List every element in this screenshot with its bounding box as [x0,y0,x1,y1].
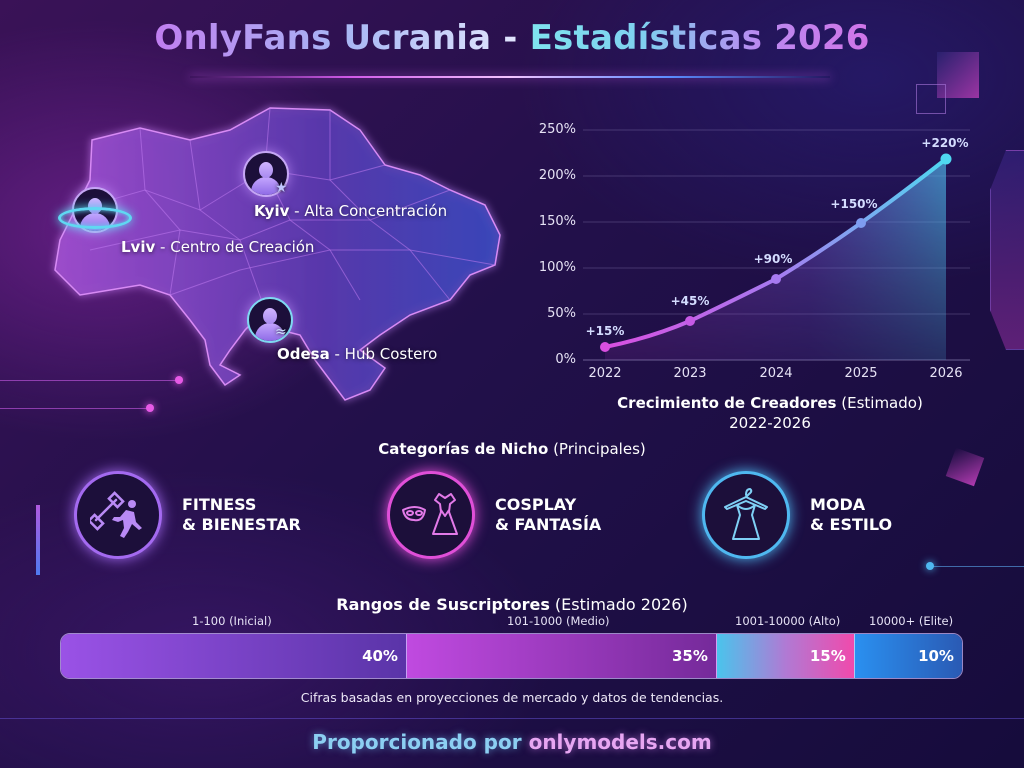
title-part-2: Estadísticas 2026 [529,18,870,58]
chart-title: Crecimiento de Creadores (Estimado) 2022… [617,394,923,432]
decor-circuit-line [930,566,1024,567]
data-label: +45% [670,294,710,308]
x-tick: 2025 [844,366,878,381]
credit-link[interactable]: onlymodels.com [528,730,712,754]
title-underline [190,76,830,78]
lviv-label: Lviv - Centro de Creación [121,238,315,256]
mask-costume-icon [387,471,475,559]
data-label: +150% [830,197,878,211]
title-part-1: OnlyFans Ucrania - [154,18,530,58]
decor-circuit-line [0,380,178,381]
ring-icon [58,207,132,229]
category-label: MODA & ESTILO [810,495,893,534]
decor-hexagon-right [990,150,1024,350]
x-tick: 2024 [759,366,793,381]
ukraine-map [30,100,530,420]
kyiv-marker[interactable] [243,151,289,197]
credit-line: Proporcionado por onlymodels.com [0,730,1024,754]
categories-title: Categorías de Nicho (Principales) [378,440,646,458]
y-tick: 150% [538,214,576,229]
y-tick: 50% [547,306,576,321]
data-label: +15% [585,324,625,338]
odesa-label: Odesa - Hub Costero [277,345,438,363]
decor-square-outline [916,84,946,114]
decor-circuit-dot [146,404,154,412]
y-tick: 100% [538,260,576,275]
decor-circuit-dot [926,562,934,570]
star-icon: ★ [275,180,288,196]
decor-circuit-line [0,718,1024,719]
dumbbell-runner-icon [74,471,162,559]
x-tick: 2023 [673,366,707,381]
kyiv-label: Kyiv - Alta Concentración [254,202,448,220]
subscribers-title: Rangos de Suscriptores (Estimado 2026) [336,595,688,614]
odesa-marker[interactable] [247,297,293,343]
category-label: COSPLAY & FANTASÍA [495,495,602,534]
growth-chart-plot [583,129,970,361]
ukraine-map-shape [54,107,501,401]
subscriber-ranges-bar: 40% 35% 15% 10% [60,633,963,679]
growth-chart: 250% 200% 150% 100% 50% 0% 2022 2023 202… [530,110,980,390]
segment-label: 1001-10000 (Alto) [735,614,841,628]
segment-medio[interactable]: 35% [406,634,717,678]
x-tick: 2026 [929,366,963,381]
category-fitness[interactable]: FITNESS & BIENESTAR [74,470,301,560]
data-label: +90% [753,252,793,266]
segment-elite[interactable]: 10% [854,634,962,678]
wave-icon: ≈ [275,324,287,340]
segment-alto[interactable]: 15% [716,634,855,678]
segment-label: 10000+ (Elite) [869,614,954,628]
category-cosplay[interactable]: COSPLAY & FANTASÍA [387,470,601,560]
segment-label: 1-100 (Inicial) [192,614,272,628]
data-label: +220% [921,136,969,150]
y-tick: 200% [538,168,576,183]
y-tick: 250% [538,122,576,137]
footnote: Cifras basadas en proyecciones de mercad… [300,690,724,705]
credit-prefix: Proporcionado por [312,730,529,754]
page-title: OnlyFans Ucrania - Estadísticas 2026 [0,18,1024,58]
category-moda[interactable]: MODA & ESTILO [702,470,892,560]
decor-square-top-right [937,52,979,98]
dress-hanger-icon [702,471,790,559]
category-label: FITNESS & BIENESTAR [182,495,301,534]
y-tick: 0% [555,352,576,367]
segment-inicial[interactable]: 40% [61,634,407,678]
decor-bar-left [36,505,40,575]
x-tick: 2022 [588,366,622,381]
decor-circuit-line [0,408,150,409]
segment-label: 101-1000 (Medio) [507,614,610,628]
decor-circuit-dot [175,376,183,384]
